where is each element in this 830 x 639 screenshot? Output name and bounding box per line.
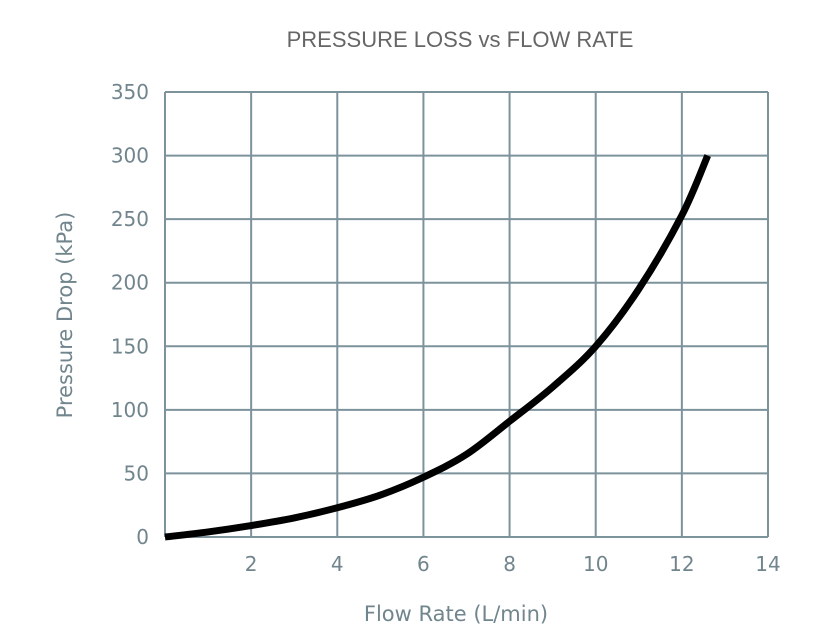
x-tick-label: 10 (583, 552, 608, 576)
x-tick-label: 6 (417, 552, 430, 576)
y-tick-label: 100 (111, 398, 149, 422)
chart-title: PRESSURE LOSS vs FLOW RATE (287, 27, 634, 52)
x-tick-label: 14 (755, 552, 780, 576)
y-tick-label: 150 (111, 334, 149, 358)
grid (164, 91, 769, 538)
x-tick-label: 8 (503, 552, 516, 576)
x-tick-label: 2 (245, 552, 258, 576)
y-axis-label: Pressure Drop (kPa) (53, 212, 77, 419)
y-tick-label: 0 (136, 525, 149, 549)
series-line (164, 154, 711, 541)
y-tick-label: 250 (111, 207, 149, 231)
x-tick-label: 12 (669, 552, 694, 576)
x-tick-label: 4 (331, 552, 344, 576)
y-axis-ticks: 0 50 100 150 200 250 300 350 (111, 80, 149, 549)
x-axis-label: Flow Rate (L/min) (364, 602, 548, 626)
x-axis-ticks: 2 4 6 8 10 12 14 (245, 552, 781, 576)
y-tick-label: 300 (111, 144, 149, 168)
y-tick-label: 200 (111, 271, 149, 295)
y-tick-label: 50 (124, 461, 149, 485)
y-tick-label: 350 (111, 80, 149, 104)
